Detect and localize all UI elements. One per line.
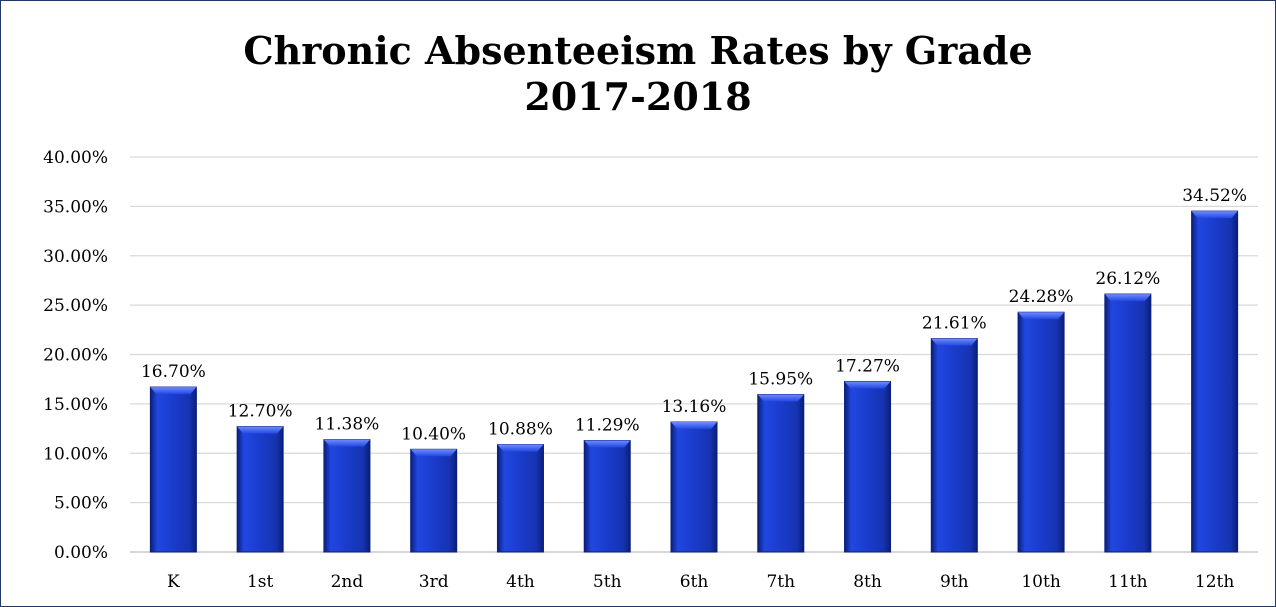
x-tick-label: 7th xyxy=(766,572,795,592)
y-tick-label: 15.00% xyxy=(43,395,108,415)
bar-bevel xyxy=(323,439,370,447)
bar-bevel xyxy=(584,440,631,448)
chart-title-line1: Chronic Absenteeism Rates by Grade xyxy=(243,28,1033,73)
bar xyxy=(323,439,371,553)
x-axis: K 1st 2nd 3rd 4th 5th 6th 7th 8th 9th 10th 11th 12th xyxy=(167,572,1234,592)
bar xyxy=(583,440,631,553)
bar-body xyxy=(583,440,631,553)
y-tick-label: 35.00% xyxy=(43,197,108,217)
y-tick-label: 0.00% xyxy=(54,543,108,563)
bar-bevel xyxy=(844,381,891,389)
x-tick-label: 2nd xyxy=(331,572,364,592)
bar-bevel xyxy=(671,422,717,430)
bar-body xyxy=(410,448,458,553)
bar xyxy=(670,421,718,553)
chart-title-line2: 2017-2018 xyxy=(524,74,752,119)
bar-bevel xyxy=(1191,211,1238,219)
bar-body xyxy=(236,426,284,553)
bar-body xyxy=(1191,210,1239,553)
bar-bevel xyxy=(410,449,457,457)
x-tick-label: 11th xyxy=(1108,572,1147,592)
bar-body xyxy=(1017,311,1065,553)
bar-body xyxy=(496,444,544,553)
bar-body xyxy=(670,421,718,553)
data-label: 16.70% xyxy=(141,362,206,382)
x-tick-label: 5th xyxy=(593,572,622,592)
data-labels: 16.70% 12.70% 11.38% 10.40% 10.88% 11.29% 13.1… xyxy=(141,186,1247,444)
bar-bevel xyxy=(237,426,284,434)
x-tick-label: 10th xyxy=(1021,572,1060,592)
y-tick-label: 20.00% xyxy=(43,346,108,366)
data-label: 24.28% xyxy=(1009,287,1074,307)
bar-body xyxy=(1104,293,1152,553)
bars xyxy=(149,210,1239,553)
data-label: 13.16% xyxy=(662,397,727,417)
y-tick-label: 40.00% xyxy=(43,148,108,168)
y-tick-label: 25.00% xyxy=(43,296,108,316)
y-tick-label: 10.00% xyxy=(43,444,108,464)
x-tick-label: 12th xyxy=(1195,572,1234,592)
x-tick-label: 3rd xyxy=(419,572,449,592)
data-label: 15.95% xyxy=(748,369,813,389)
x-tick-label: 9th xyxy=(940,572,969,592)
bar-body xyxy=(757,393,805,553)
x-tick-label: K xyxy=(167,572,180,592)
chart-title: Chronic Absenteeism Rates by Grade 2017-… xyxy=(0,28,1276,120)
x-tick-label: 6th xyxy=(680,572,709,592)
data-label: 11.29% xyxy=(575,416,640,436)
x-tick-label: 1st xyxy=(247,572,274,592)
data-label: 10.40% xyxy=(401,424,466,444)
bar xyxy=(1191,210,1239,553)
bar-bevel xyxy=(1104,294,1151,302)
bar-bevel xyxy=(497,444,544,452)
y-axis: 0.00% 5.00% 10.00% 15.00% 20.00% 25.00% 30.00%… xyxy=(43,148,108,563)
y-tick-label: 30.00% xyxy=(43,247,108,267)
bar-bevel xyxy=(757,394,804,402)
y-tick-label: 5.00% xyxy=(54,494,108,514)
bar xyxy=(1017,311,1065,553)
bar xyxy=(410,448,458,553)
data-label: 12.70% xyxy=(228,402,293,422)
data-label: 21.61% xyxy=(922,314,987,334)
x-tick-label: 8th xyxy=(853,572,882,592)
bar-body xyxy=(930,338,978,553)
bar-bevel xyxy=(1018,312,1065,320)
data-label: 17.27% xyxy=(835,356,900,376)
bar xyxy=(149,386,197,553)
bar-bevel xyxy=(150,387,197,395)
bar-body xyxy=(323,439,371,553)
data-label: 10.88% xyxy=(488,420,553,440)
bar xyxy=(757,393,805,553)
data-label: 11.38% xyxy=(315,415,380,435)
x-tick-label: 4th xyxy=(506,572,535,592)
data-label: 34.52% xyxy=(1182,186,1247,206)
bar xyxy=(1104,293,1152,553)
bar-body xyxy=(149,386,197,553)
bar xyxy=(496,444,544,553)
bar xyxy=(236,426,284,553)
bar xyxy=(930,338,978,553)
bar-bevel xyxy=(931,338,978,346)
bar xyxy=(844,380,892,553)
data-label: 26.12% xyxy=(1095,269,1160,289)
bar-body xyxy=(844,380,892,553)
